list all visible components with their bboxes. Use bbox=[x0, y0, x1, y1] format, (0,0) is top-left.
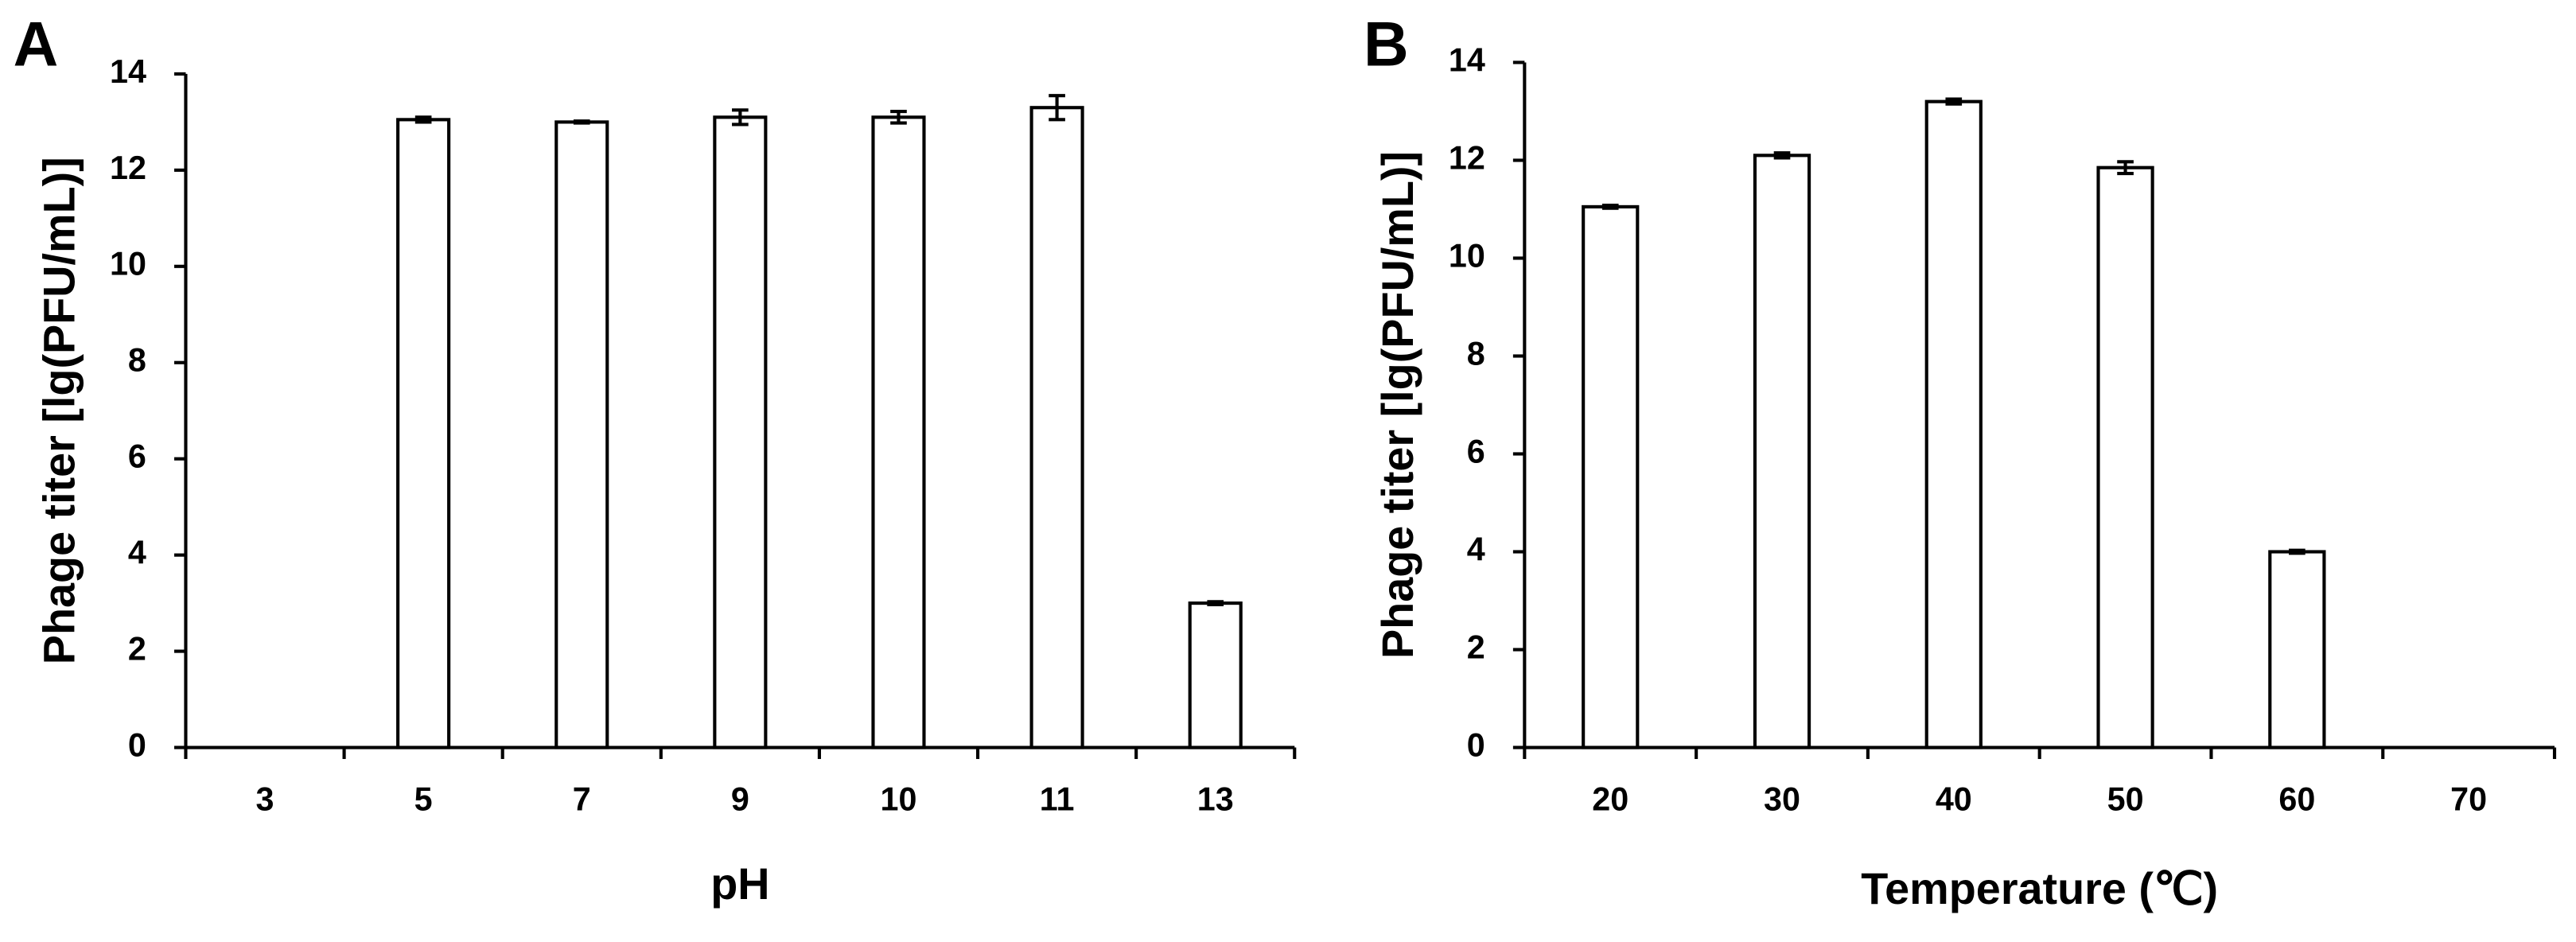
x-tick-label: 20 bbox=[1592, 781, 1628, 818]
y-tick-label: 12 bbox=[1449, 139, 1485, 176]
panel-label: A bbox=[14, 10, 59, 80]
y-tick-label: 0 bbox=[1467, 726, 1485, 763]
error-bar bbox=[414, 115, 432, 124]
y-tick-label: 12 bbox=[110, 150, 146, 186]
x-tick-label: 5 bbox=[414, 781, 433, 818]
x-tick-label: 60 bbox=[2278, 781, 2315, 818]
bar bbox=[871, 115, 926, 749]
bar bbox=[2268, 550, 2326, 749]
y-tick-label: 4 bbox=[128, 535, 146, 571]
y-tick-label: 6 bbox=[1467, 433, 1485, 469]
error-bar bbox=[2117, 160, 2134, 176]
x-tick-label: 70 bbox=[2450, 781, 2487, 818]
error-bar bbox=[1601, 203, 1619, 210]
error-bar bbox=[1049, 94, 1065, 122]
panel-label: B bbox=[1364, 10, 1409, 80]
x-tick-label: 3 bbox=[256, 781, 274, 818]
error-bar bbox=[1207, 600, 1224, 606]
y-tick-label: 6 bbox=[128, 438, 146, 475]
x-tick-label: 30 bbox=[1764, 781, 1800, 818]
error-bar bbox=[2289, 548, 2306, 555]
y-tick-label: 2 bbox=[1467, 629, 1485, 665]
y-axis-title: Phage titer [lg(PFU/mL)] bbox=[1373, 151, 1422, 659]
error-bar bbox=[573, 119, 590, 125]
bar bbox=[555, 120, 609, 749]
error-bar bbox=[1773, 151, 1791, 160]
x-tick-label: 13 bbox=[1197, 781, 1234, 818]
error-bar bbox=[732, 108, 749, 127]
x-tick-label: 11 bbox=[1040, 781, 1075, 818]
bar bbox=[1753, 154, 1811, 749]
y-tick-label: 14 bbox=[1449, 41, 1485, 78]
y-tick-label: 14 bbox=[110, 53, 146, 90]
bar bbox=[396, 118, 451, 749]
x-axis-title: Temperature (℃) bbox=[1861, 864, 2218, 913]
bar bbox=[713, 115, 768, 749]
x-tick-label: 10 bbox=[881, 781, 917, 818]
y-tick-label: 0 bbox=[128, 726, 146, 763]
y-tick-label: 10 bbox=[110, 246, 146, 282]
bar bbox=[1924, 99, 1983, 749]
y-tick-label: 10 bbox=[1449, 237, 1485, 274]
y-tick-label: 4 bbox=[1467, 531, 1485, 567]
x-axis-title: pH bbox=[710, 859, 769, 909]
y-tick-label: 2 bbox=[128, 630, 146, 667]
bar bbox=[1029, 106, 1084, 749]
bar bbox=[1188, 601, 1243, 749]
x-tick-label: 40 bbox=[1936, 781, 1972, 818]
error-bar bbox=[890, 110, 907, 125]
error-bar bbox=[1945, 97, 1963, 106]
x-tick-label: 9 bbox=[731, 781, 749, 818]
x-tick-label: 50 bbox=[2107, 781, 2144, 818]
bar bbox=[1582, 204, 1640, 749]
bar bbox=[2096, 165, 2154, 749]
x-tick-label: 7 bbox=[573, 781, 591, 818]
y-tick-label: 8 bbox=[1467, 335, 1485, 372]
y-axis-title: Phage titer [lg(PFU/mL)] bbox=[34, 157, 84, 664]
y-tick-label: 8 bbox=[128, 342, 146, 379]
